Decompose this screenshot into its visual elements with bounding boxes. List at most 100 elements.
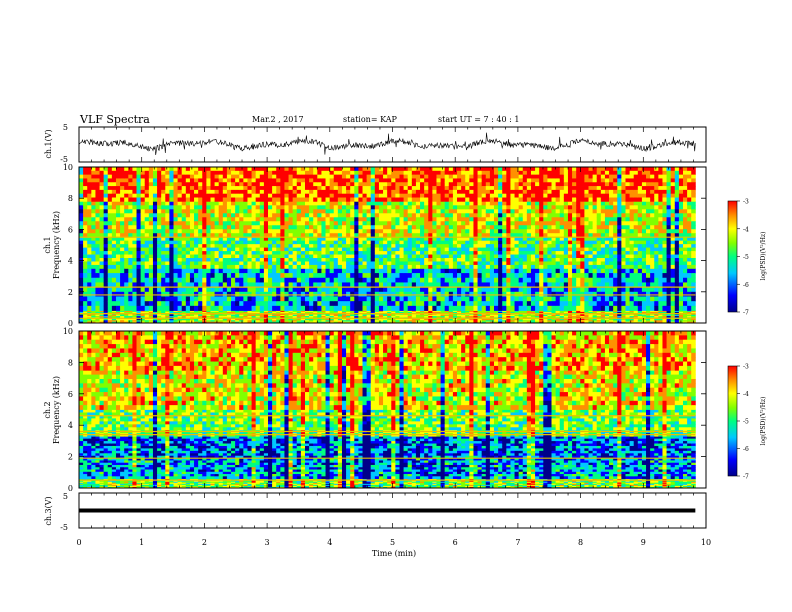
spectrogram-cell bbox=[477, 209, 483, 214]
spectrogram-cell bbox=[424, 225, 429, 230]
spectrogram-cell bbox=[304, 296, 310, 302]
spectrogram-cell bbox=[481, 197, 487, 202]
spectrogram-cell bbox=[309, 174, 314, 179]
spectrogram-cell bbox=[181, 320, 187, 323]
spectrogram-cell bbox=[333, 167, 339, 172]
spectrogram-cell bbox=[428, 229, 433, 234]
spectrogram-cell bbox=[210, 310, 215, 313]
spectrogram-cell bbox=[411, 258, 417, 262]
spectrogram-cell bbox=[420, 237, 425, 242]
spectrogram-cell bbox=[313, 296, 318, 302]
spectrogram-cell bbox=[276, 193, 281, 198]
spectrogram-cell bbox=[300, 311, 306, 314]
spectrogram-cell bbox=[481, 314, 487, 317]
spectrogram-cell bbox=[111, 197, 117, 202]
spectrogram-cell bbox=[107, 251, 113, 255]
spectrogram-cell bbox=[255, 316, 261, 318]
spectrogram-cell bbox=[477, 316, 483, 318]
spectrogram-cell bbox=[243, 247, 248, 252]
spectrogram-cell bbox=[288, 197, 294, 202]
spectrogram-cell bbox=[280, 264, 285, 269]
spectrogram-cell bbox=[296, 301, 302, 307]
spectrogram-cell bbox=[99, 233, 105, 238]
spectrogram-cell bbox=[452, 264, 458, 269]
spectrogram-cell bbox=[374, 240, 380, 245]
spectrogram-cell bbox=[235, 268, 240, 274]
spectrogram-cell bbox=[247, 264, 252, 269]
spectrogram-cell bbox=[157, 213, 162, 218]
spectrogram-cell bbox=[140, 305, 146, 311]
spectrogram-cell bbox=[395, 209, 400, 214]
spectrogram-cell bbox=[243, 305, 248, 311]
spectrogram-cell bbox=[144, 258, 150, 262]
spectrogram-cell bbox=[222, 311, 228, 314]
spectrogram-cell bbox=[136, 320, 142, 323]
spectrogram-cell bbox=[395, 301, 400, 307]
spectrogram-cell bbox=[403, 197, 409, 202]
spectrogram-cell bbox=[333, 178, 339, 183]
spectrogram-cell bbox=[95, 225, 100, 230]
spectrogram-cell bbox=[140, 213, 146, 218]
spectrogram-cell bbox=[346, 178, 351, 183]
spectrogram-cell bbox=[465, 240, 470, 245]
spectrogram-cell bbox=[407, 254, 413, 259]
spectrogram-cell bbox=[300, 209, 306, 214]
spectrogram-cell bbox=[120, 225, 125, 230]
spectrogram-cell bbox=[494, 201, 499, 206]
spectrogram-cell bbox=[124, 282, 129, 288]
spectrogram-cell bbox=[181, 264, 187, 269]
spectrogram-cell bbox=[366, 318, 372, 321]
spectrogram-cell bbox=[144, 287, 150, 293]
spectrogram-cell bbox=[210, 201, 215, 206]
spectrogram-cell bbox=[288, 193, 294, 198]
spectrogram-cell bbox=[366, 213, 372, 218]
spectrogram-cell bbox=[296, 258, 302, 262]
spectrogram-cell bbox=[169, 209, 174, 214]
spectrogram-cell bbox=[99, 186, 105, 191]
spectrogram-cell bbox=[329, 314, 335, 317]
spectrogram-cell bbox=[325, 314, 331, 317]
spectrogram-cell bbox=[259, 254, 265, 259]
spectrogram-cell bbox=[296, 316, 302, 318]
spectrogram-cell bbox=[403, 205, 409, 210]
spectrogram-cell bbox=[173, 182, 179, 187]
spectrogram-cell bbox=[284, 197, 289, 202]
spectrogram-cell bbox=[337, 201, 343, 206]
spectrogram-cell bbox=[157, 301, 162, 307]
spectrogram-cell bbox=[107, 209, 113, 214]
spectrogram-cell bbox=[313, 247, 318, 252]
spectrogram-cell bbox=[115, 268, 121, 274]
spectrogram-cell bbox=[395, 305, 400, 311]
spectrogram-cell bbox=[177, 197, 183, 202]
spectrogram-cell bbox=[272, 217, 277, 222]
spectrogram-cell bbox=[259, 189, 265, 195]
spectrogram-cell bbox=[469, 261, 474, 266]
spectrogram-cell bbox=[91, 186, 96, 191]
spectrogram-cell bbox=[395, 197, 400, 202]
spectrogram-cell bbox=[280, 310, 285, 313]
spectrogram-cell bbox=[214, 178, 220, 183]
spectrogram-cell bbox=[477, 182, 483, 187]
spectrogram-cell bbox=[333, 318, 339, 321]
spectrogram-cell bbox=[83, 314, 88, 317]
spectrogram-cell bbox=[358, 186, 363, 191]
spectrogram-cell bbox=[370, 182, 376, 187]
spectrogram-cell bbox=[173, 316, 179, 318]
spectrogram-cell bbox=[526, 237, 532, 242]
spectrogram-cell bbox=[140, 318, 146, 321]
spectrogram-cell bbox=[255, 233, 261, 238]
spectrogram-cell bbox=[189, 296, 195, 302]
spectrogram-cell bbox=[152, 225, 158, 230]
spectrogram-cell bbox=[510, 301, 515, 307]
spectrogram-cell bbox=[177, 221, 183, 226]
spectrogram-cell bbox=[185, 314, 191, 317]
spectrogram-cell bbox=[428, 254, 433, 259]
spectrogram-cell bbox=[243, 251, 248, 255]
spectrogram-cell bbox=[247, 316, 252, 318]
spectrogram-cell bbox=[514, 318, 520, 321]
spectrogram-cell bbox=[514, 178, 520, 183]
spectrogram-cell bbox=[280, 193, 285, 198]
spectrogram-cell bbox=[259, 201, 265, 206]
spectrogram-cell bbox=[391, 217, 396, 222]
spectrogram-cell bbox=[115, 182, 121, 187]
